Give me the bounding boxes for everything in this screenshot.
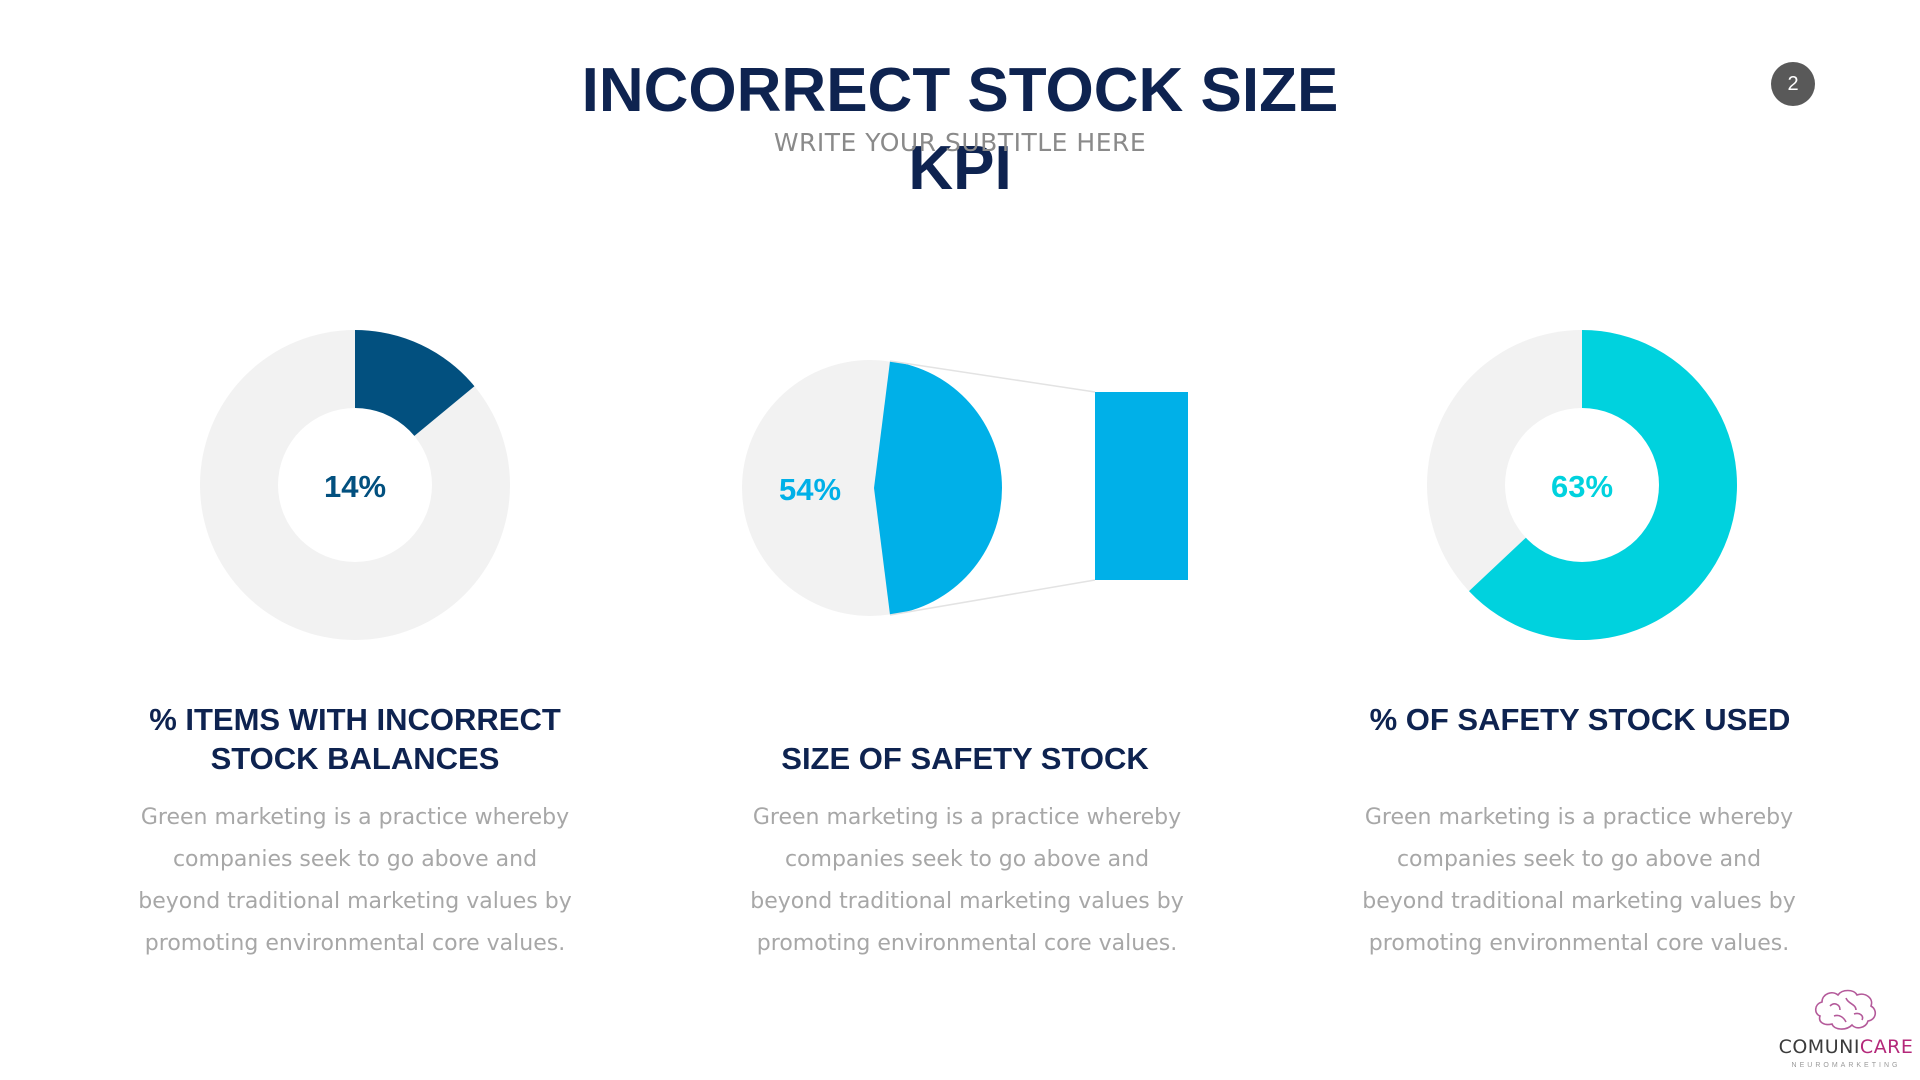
data-label-14: 14% — [324, 469, 386, 504]
kpi-title-1: % ITEMS WITH INCORRECT STOCK BALANCES — [149, 702, 561, 776]
page-number-badge: 2 — [1771, 62, 1815, 106]
kpi-description-1: Green marketing is a practice whereby co… — [138, 805, 572, 956]
company-logo: COMUNICARE NEUROMARKETING — [1772, 984, 1920, 1080]
kpi-description-2: Green marketing is a practice whereby co… — [750, 805, 1184, 956]
bar-breakout — [1095, 392, 1188, 580]
logo-text-part2: CARE — [1859, 1036, 1914, 1058]
kpi-title-2: SIZE OF SAFETY STOCK — [781, 741, 1149, 776]
pie-slice-54 — [874, 361, 1002, 615]
donut-hole — [278, 408, 432, 562]
page-title: INCORRECT STOCK SIZE KPI — [581, 56, 1339, 203]
header: INCORRECT STOCK SIZE KPI WRITE YOUR SUBT… — [560, 52, 1360, 203]
page-subtitle: WRITE YOUR SUBTITLE HERE — [773, 128, 1147, 157]
logo-text-part1: COMUNI — [1778, 1036, 1860, 1058]
brain-icon — [1814, 989, 1877, 1030]
logo-wordmark: COMUNICARE — [1772, 1036, 1920, 1058]
kpi-chart-2: 54% — [742, 360, 1188, 616]
logo-tagline: NEUROMARKETING — [1791, 1062, 1901, 1069]
connector-line-bottom — [889, 579, 1096, 616]
kpi-description-3: Green marketing is a practice whereby co… — [1362, 805, 1796, 956]
kpi-chart-1: 14% — [200, 330, 510, 640]
kpi-title-3: % OF SAFETY STOCK USED — [1369, 702, 1791, 737]
connector-line-top — [889, 360, 1096, 393]
donut-hole — [1505, 408, 1659, 562]
data-label-63: 63% — [1551, 469, 1613, 504]
data-label-54: 54% — [779, 472, 841, 507]
kpi-chart-3: 63% — [1427, 330, 1737, 640]
